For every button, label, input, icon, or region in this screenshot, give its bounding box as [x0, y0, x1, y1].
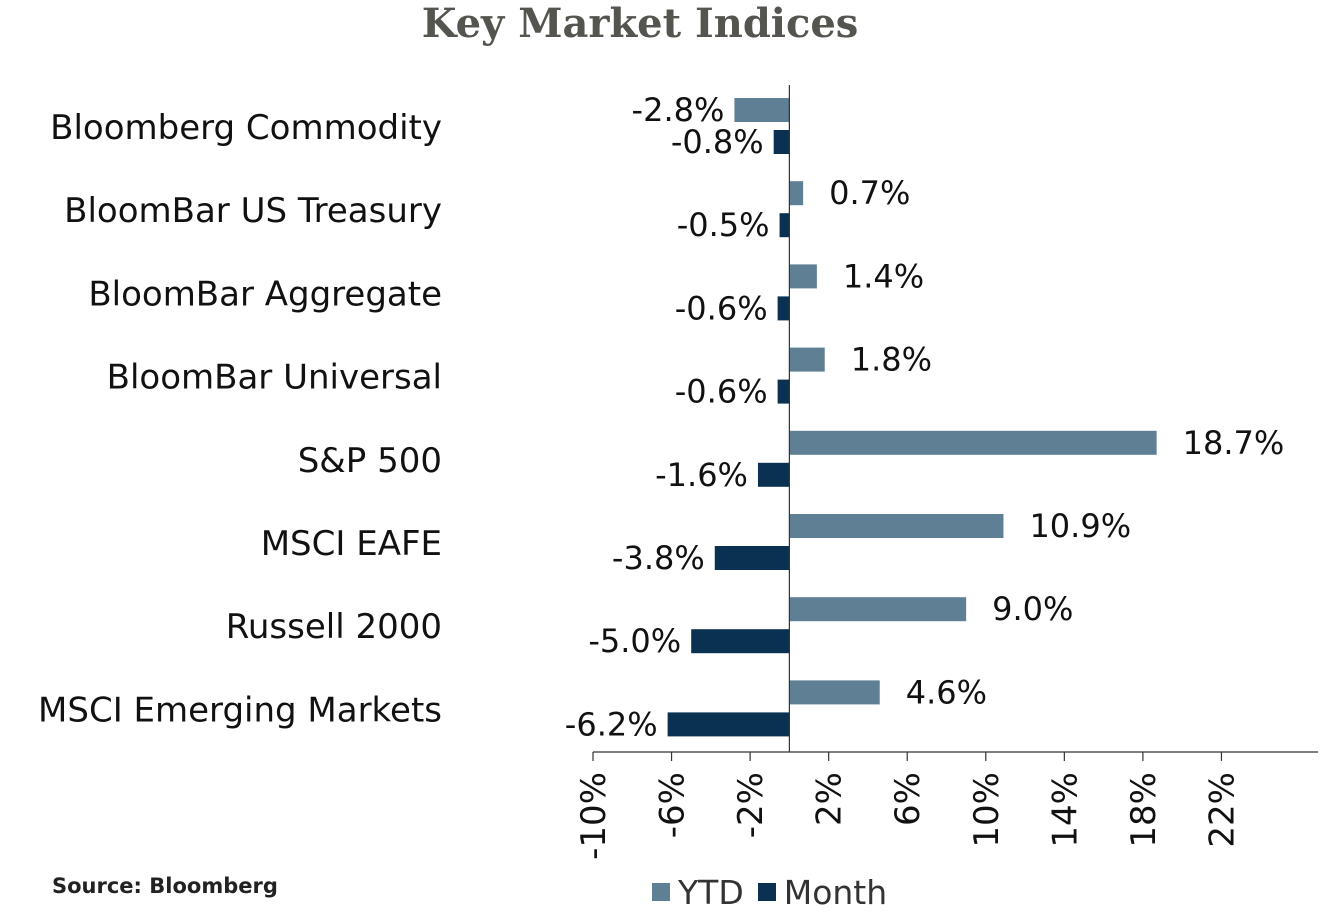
chart-legend: YTD Month: [652, 872, 901, 912]
data-label: -0.8%: [671, 123, 764, 161]
category-label: S&P 500: [298, 441, 442, 481]
x-tick-label: 22%: [1202, 772, 1242, 848]
source-note: Source: Bloomberg: [52, 874, 278, 898]
data-label: -1.6%: [655, 456, 748, 494]
bar-month: [777, 296, 790, 321]
data-label: 9.0%: [992, 590, 1073, 628]
category-label: MSCI EAFE: [261, 524, 442, 564]
data-label: -2.8%: [632, 91, 725, 129]
data-label: 0.7%: [829, 174, 910, 212]
category-label: BloomBar US Treasury: [64, 191, 442, 231]
bar-month: [667, 712, 790, 737]
x-tick-label: 18%: [1124, 772, 1164, 848]
data-label: -0.5%: [677, 206, 770, 244]
category-label: Russell 2000: [226, 607, 442, 647]
bar-ytd: [789, 264, 817, 289]
x-tick-label: 10%: [967, 772, 1007, 848]
category-label: BloomBar Aggregate: [88, 274, 442, 314]
data-label: 18.7%: [1183, 424, 1285, 462]
data-label: 4.6%: [906, 673, 987, 711]
chart-title: Key Market Indices: [421, 0, 859, 47]
x-tick-label: -2%: [731, 772, 771, 838]
bar-month: [757, 462, 790, 487]
bar-month: [691, 629, 790, 654]
data-label: -5.0%: [588, 622, 681, 660]
x-tick-label: -10%: [574, 772, 614, 860]
legend-item-ytd: YTD: [652, 873, 744, 912]
category-label: BloomBar Universal: [107, 358, 442, 398]
category-label: Bloomberg Commodity: [50, 108, 442, 148]
bar-month: [779, 213, 790, 238]
legend-item-month: Month: [757, 872, 888, 912]
x-tick-label: 6%: [888, 772, 928, 826]
data-label: -6.2%: [565, 705, 658, 743]
legend-swatch-ytd: [652, 883, 670, 901]
bar-ytd: [789, 430, 1157, 455]
data-label: 10.9%: [1029, 507, 1131, 545]
data-label: -0.6%: [675, 373, 768, 411]
legend-swatch-month: [757, 883, 776, 901]
x-tick-label: 14%: [1045, 772, 1085, 848]
bar-chart: Bloomberg Commodity BloomBar US Treasury B…: [38, 85, 1318, 860]
bar-month: [773, 130, 790, 154]
data-label: -3.8%: [612, 539, 705, 577]
bar-ytd: [789, 597, 967, 622]
bar-ytd: [789, 680, 880, 705]
bar-ytd: [789, 347, 825, 372]
legend-label-ytd: YTD: [678, 872, 744, 912]
bar-ytd: [789, 514, 1004, 538]
x-tick-label: -6%: [653, 772, 693, 838]
data-label: -0.6%: [675, 289, 768, 327]
data-label: 1.4%: [843, 257, 924, 295]
data-label: 1.8%: [851, 341, 932, 379]
bar-month: [714, 546, 790, 570]
bar-month: [777, 379, 790, 404]
bar-ytd: [789, 181, 804, 206]
x-tick-label: 2%: [810, 772, 850, 826]
bar-ytd: [734, 98, 790, 122]
legend-label-month: Month: [783, 872, 888, 912]
category-label: MSCI Emerging Markets: [38, 690, 442, 730]
